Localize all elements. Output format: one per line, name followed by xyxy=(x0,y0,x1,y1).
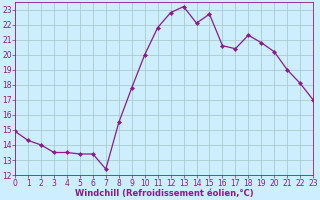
X-axis label: Windchill (Refroidissement éolien,°C): Windchill (Refroidissement éolien,°C) xyxy=(75,189,253,198)
